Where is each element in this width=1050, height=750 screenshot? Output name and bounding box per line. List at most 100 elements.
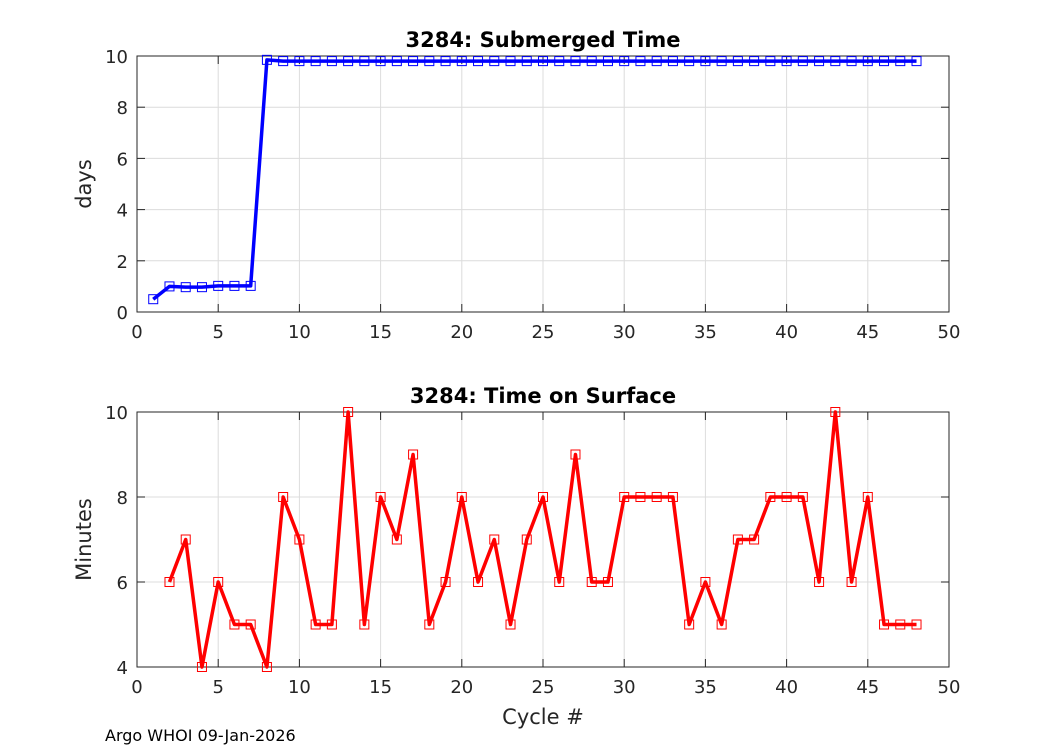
data-point (310, 619, 321, 630)
data-point (261, 54, 272, 65)
data-point (261, 662, 272, 672)
data-point (489, 56, 500, 67)
data-point (635, 56, 646, 67)
data-point (830, 407, 841, 417)
data-point (505, 619, 516, 630)
data-point (196, 282, 207, 293)
data-point (830, 56, 841, 67)
data-point (732, 56, 743, 67)
data-point (651, 492, 662, 502)
x-tick-label: 45 (856, 677, 879, 698)
data-point (359, 56, 370, 67)
x-tick-label: 5 (212, 322, 223, 343)
series-line (167, 410, 917, 669)
x-tick-label: 35 (694, 322, 717, 343)
data-point (862, 492, 873, 502)
data-point (213, 577, 224, 587)
data-point (911, 56, 922, 67)
x-tick-label: 15 (369, 677, 392, 698)
data-point (846, 577, 857, 587)
data-point (538, 492, 548, 502)
x-tick-label: 10 (288, 677, 311, 698)
data-point (229, 280, 240, 291)
data-point (586, 577, 597, 587)
data-point (391, 534, 402, 545)
data-point (278, 56, 289, 67)
data-point (408, 56, 419, 67)
data-point (424, 619, 435, 630)
data-point (294, 56, 305, 67)
x-tick-label: 50 (938, 677, 961, 698)
footer-label: Argo WHOI 09-Jan-2026 (105, 726, 296, 745)
data-point (749, 56, 760, 67)
data-point (294, 534, 305, 545)
data-point (408, 449, 419, 460)
x-tick-label: 15 (369, 322, 392, 343)
data-point (424, 56, 435, 67)
x-tick-label: 45 (856, 322, 879, 343)
y-axis-label: days (72, 159, 96, 209)
data-point (473, 577, 484, 587)
x-tick-label: 25 (532, 677, 555, 698)
data-point (229, 619, 240, 630)
data-point (521, 56, 532, 67)
data-point (440, 56, 451, 67)
y-tick-label: 10 (105, 403, 128, 424)
data-point (684, 619, 695, 630)
data-point (781, 56, 792, 67)
data-point (619, 492, 630, 502)
data-point (895, 56, 906, 67)
data-point (602, 577, 613, 587)
data-point (164, 281, 175, 292)
chart-submerged-time: 0 5 10 15 20 25 30 35 40 45 50 0 2 4 6 8 10 3284: Submerg… (72, 28, 960, 343)
x-tick-label: 20 (450, 677, 473, 698)
data-point (716, 56, 727, 67)
y-tick-label: 4 (117, 658, 128, 679)
data-point (911, 619, 922, 630)
data-point (814, 577, 825, 587)
data-point (180, 282, 191, 293)
data-point (343, 407, 354, 417)
y-tick-label: 10 (105, 47, 128, 68)
data-point (505, 56, 516, 67)
data-point (375, 492, 386, 502)
data-point (797, 492, 808, 502)
x-tick-label: 5 (212, 677, 223, 698)
data-point (440, 577, 451, 587)
x-tick-label: 40 (775, 322, 798, 343)
data-point (148, 294, 159, 305)
data-point (164, 577, 175, 587)
y-tick-label: 0 (117, 303, 128, 324)
y-axis-label: Minutes (72, 498, 96, 581)
data-point (489, 534, 500, 545)
data-point (391, 56, 402, 67)
data-point (359, 619, 370, 630)
x-tick-label: 40 (775, 677, 798, 698)
series-line (152, 58, 917, 301)
x-tick-label: 10 (288, 322, 311, 343)
data-point (602, 56, 613, 67)
data-point (797, 56, 808, 67)
data-point (879, 56, 890, 67)
y-tick-label: 2 (117, 252, 128, 273)
y-tick-label: 4 (117, 201, 128, 222)
x-tick-label: 20 (450, 322, 473, 343)
data-point (814, 56, 825, 67)
data-point (781, 492, 792, 502)
x-tick-label: 0 (131, 677, 142, 698)
data-point (473, 56, 484, 67)
data-point (570, 449, 581, 460)
x-axis-label: Cycle # (502, 705, 584, 729)
data-point (554, 56, 565, 67)
data-point (538, 56, 548, 67)
data-point (245, 280, 256, 291)
y-tick-label: 6 (117, 573, 128, 594)
x-tick-label: 35 (694, 677, 717, 698)
x-tick-label: 30 (613, 677, 636, 698)
data-point (684, 56, 695, 67)
data-point (326, 619, 337, 630)
data-point (635, 492, 646, 502)
data-point (521, 534, 532, 545)
y-tick-label: 8 (117, 488, 128, 509)
data-point (213, 280, 224, 291)
